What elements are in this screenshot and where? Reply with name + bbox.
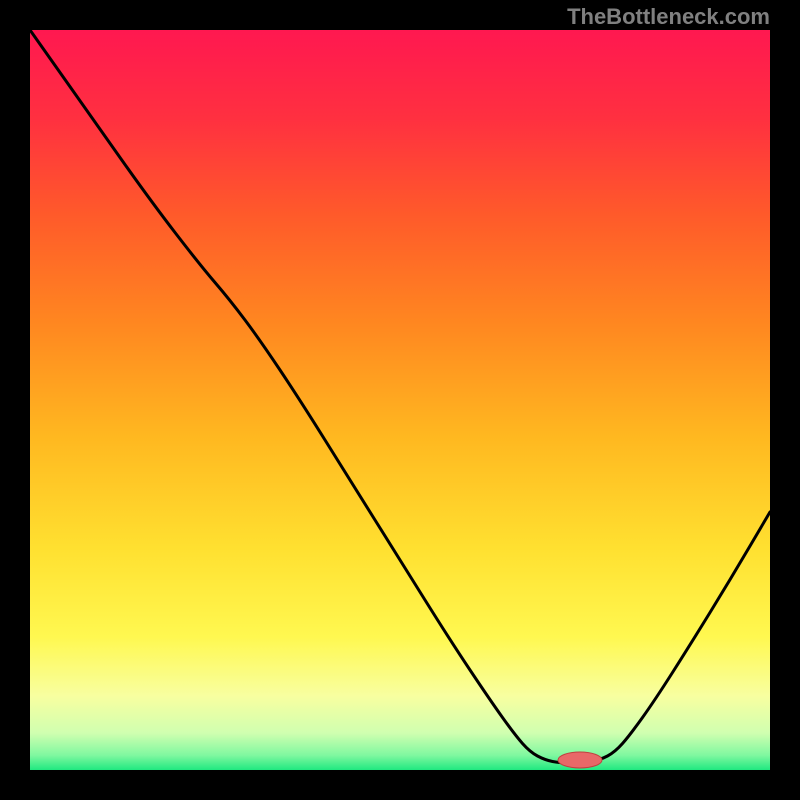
optimal-marker [558, 752, 602, 768]
plot-background [30, 30, 770, 770]
bottleneck-chart [0, 0, 800, 800]
watermark-text: TheBottleneck.com [567, 4, 770, 30]
chart-container: TheBottleneck.com [0, 0, 800, 800]
